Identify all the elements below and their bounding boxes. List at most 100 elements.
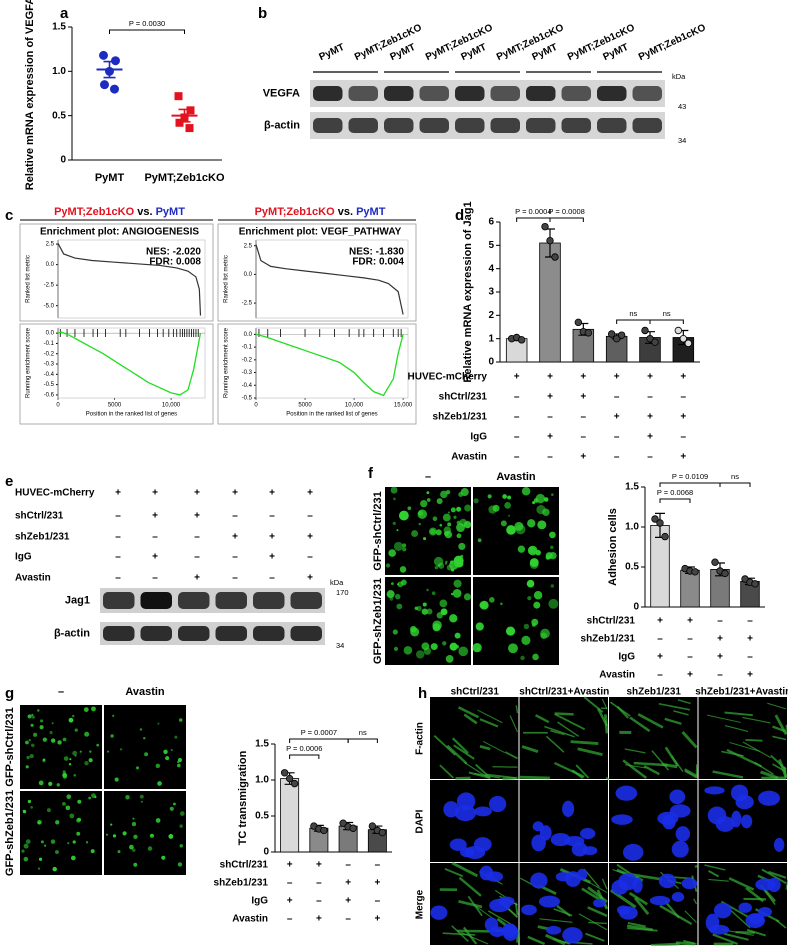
actin-fiber — [659, 904, 693, 926]
actin-fiber — [767, 702, 787, 710]
micrograph — [698, 697, 787, 779]
cell — [165, 756, 170, 761]
cell — [432, 623, 441, 632]
y-tick-label: -0.6 — [44, 392, 55, 398]
data-point — [679, 334, 688, 343]
condition-name: Avastin — [232, 914, 268, 925]
cell — [439, 599, 448, 608]
cell — [88, 796, 92, 800]
actin-fiber — [601, 878, 608, 890]
cell — [42, 758, 46, 762]
cell — [392, 629, 398, 635]
nucleus — [713, 902, 732, 919]
nucleus — [658, 873, 677, 889]
actin-fiber — [601, 698, 608, 710]
y-tick-label: 4 — [488, 263, 494, 274]
cell — [94, 795, 97, 799]
condition-sign: + — [269, 552, 275, 563]
annotation: ns — [359, 728, 367, 737]
band — [455, 118, 485, 133]
cell — [177, 862, 183, 867]
y-tick-label: 1.5 — [255, 739, 269, 750]
annotation: ns — [731, 472, 739, 481]
nucleus — [486, 871, 504, 882]
es-line — [57, 331, 202, 396]
y-tick-label: -5.0 — [44, 303, 55, 309]
cell — [460, 488, 469, 497]
data-point — [110, 84, 119, 94]
blot-unit: kDa — [330, 578, 344, 587]
cell — [521, 635, 531, 645]
condition-name: Avastin — [451, 452, 487, 463]
y-tick-label: -0.2 — [44, 351, 55, 357]
comparison-part: PyMT — [356, 206, 386, 218]
nucleus — [675, 826, 691, 842]
actin-fiber — [446, 744, 468, 765]
condition-sign: + — [345, 896, 351, 907]
actin-fiber — [433, 735, 456, 756]
blot-row-label: Jag1 — [65, 594, 90, 606]
actin-fiber — [622, 759, 648, 779]
actin-fiber — [681, 731, 698, 749]
plot-title: Enrichment plot: VEGF_PATHWAY — [239, 227, 402, 238]
error-bar — [178, 108, 191, 123]
cell — [447, 511, 450, 514]
condition-sign: – — [194, 552, 200, 563]
band — [490, 86, 520, 101]
x-tick-label: PyMT;Zeb1cKO — [144, 172, 225, 184]
cell — [112, 714, 115, 717]
condition-sign: – — [717, 670, 723, 681]
cell — [25, 740, 29, 745]
condition-sign: – — [657, 634, 663, 645]
condition-sign: – — [514, 392, 520, 403]
cell — [527, 596, 532, 601]
actin-fiber — [539, 918, 573, 923]
data-point — [290, 779, 299, 788]
nucleus — [579, 827, 596, 840]
comparison-title: PyMT;Zeb1cKO vs. PyMT — [255, 206, 386, 218]
cell — [62, 801, 66, 806]
cell — [29, 753, 34, 759]
actin-fiber — [554, 713, 586, 731]
cell — [63, 756, 69, 761]
frame — [217, 323, 417, 425]
metric-line — [255, 244, 404, 315]
actin-fiber — [684, 768, 698, 777]
nucleus — [671, 840, 689, 858]
cell — [420, 499, 428, 508]
data-point — [378, 828, 387, 837]
band — [455, 86, 485, 101]
panel-letter: c — [5, 207, 13, 224]
band — [103, 592, 135, 609]
annotation: P = 0.0004 — [515, 207, 551, 216]
nucleus — [632, 877, 643, 893]
cell — [77, 799, 82, 804]
nucleus — [649, 895, 671, 906]
cell — [551, 493, 554, 496]
actin-fiber — [575, 764, 590, 779]
annotation: ns — [663, 309, 671, 318]
cell — [444, 562, 448, 565]
y-tick-label: -0.4 — [44, 372, 55, 378]
cell — [79, 750, 82, 753]
row-label: DAPI — [415, 809, 426, 833]
y-axis-label: Ranked list metric — [224, 255, 230, 303]
condition-sign: + — [194, 511, 200, 522]
y-tick-label: -0.5 — [44, 382, 55, 388]
cell — [417, 510, 423, 516]
cell — [423, 647, 432, 655]
condition-sign: – — [687, 634, 693, 645]
cell — [537, 520, 547, 530]
nucleus — [456, 792, 476, 811]
data-point — [661, 532, 669, 541]
plot-border — [255, 327, 409, 399]
nucleus — [484, 917, 499, 932]
actin-fiber — [651, 750, 670, 771]
cell — [456, 533, 462, 539]
blot-unit: kDa — [672, 72, 686, 81]
cell — [22, 809, 27, 814]
comparison-part: vs. — [137, 206, 152, 218]
condition-sign: + — [514, 372, 520, 383]
y-tick-label: 1.0 — [52, 66, 66, 77]
y-axis-label: TC transmigration — [237, 750, 249, 845]
